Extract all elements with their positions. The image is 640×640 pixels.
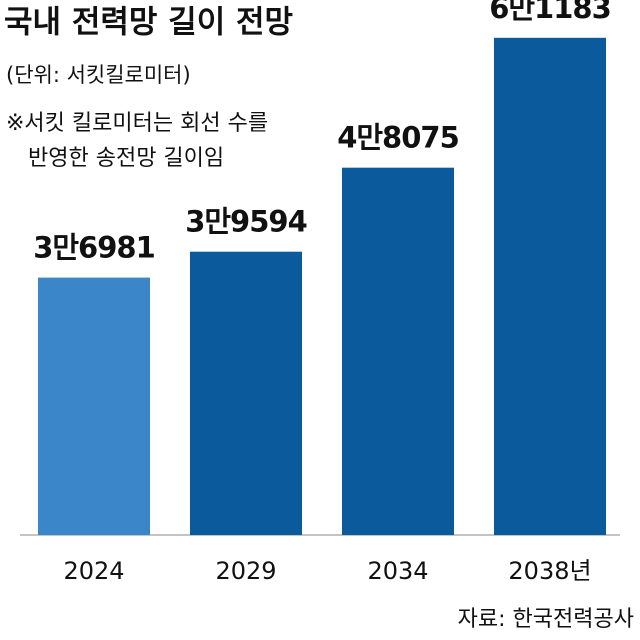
value-label: 3만9594 xyxy=(185,205,307,239)
bar xyxy=(38,277,150,535)
subtitle: (단위: 서킷킬로미터) xyxy=(6,63,191,87)
x-tick-label: 2034 xyxy=(367,557,428,585)
value-label: 6만1183 xyxy=(489,0,611,25)
value-label: 3만6981 xyxy=(33,231,155,265)
note-line: 반영한 송전망 길이임 xyxy=(28,146,224,171)
chart-title: 국내 전력망 길이 전망 xyxy=(4,5,293,41)
x-tick-label: 2038년 xyxy=(508,557,591,585)
x-tick-label: 2024 xyxy=(63,557,124,585)
bar xyxy=(342,167,454,536)
bar xyxy=(494,37,606,535)
value-label: 4만8075 xyxy=(337,121,459,155)
source: 자료: 한국전력공사 xyxy=(458,607,634,632)
note-line: ※서킷 킬로미터는 회선 수를 xyxy=(6,111,268,136)
x-tick-label: 2029 xyxy=(215,557,276,585)
bar xyxy=(190,251,302,536)
